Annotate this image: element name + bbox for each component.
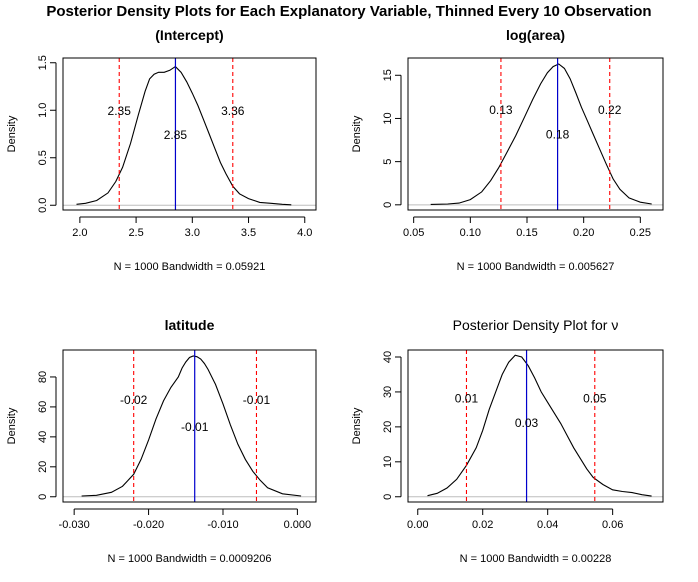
- x-tick-label: 0.04: [537, 519, 558, 531]
- density-panel-3: latitude -0.02 -0.01 -0.01 -0.030 -0.020 -0.01…: [6, 317, 317, 565]
- x-tick-label: 0.02: [472, 519, 493, 531]
- annotation-label: 2.35: [108, 104, 132, 118]
- density-curve: [81, 355, 302, 497]
- y-axis-label: Density: [351, 115, 363, 152]
- figure-main-title: Posterior Density Plots for Each Explana…: [46, 3, 651, 20]
- annotation-label: 0.13: [489, 103, 513, 117]
- annotation-label: -0.02: [120, 393, 148, 407]
- y-tick-label: 80: [37, 371, 49, 383]
- x-tick-label: 3.0: [185, 227, 200, 239]
- x-tick-label: -0.030: [59, 519, 90, 531]
- density-panel-4: Posterior Density Plot for ν 0.01 0.03 0.05…: [351, 317, 664, 565]
- y-tick-label: 0.5: [37, 150, 49, 165]
- x-axis-label: N = 1000 Bandwidth = 0.05921: [114, 261, 266, 273]
- panel-title: Posterior Density Plot for ν: [453, 317, 619, 333]
- panel-title: (Intercept): [155, 27, 223, 43]
- y-tick-label: 10: [382, 456, 394, 468]
- annotation-label: 0.01: [455, 391, 479, 405]
- x-axis-label: N = 1000 Bandwidth = 0.0009206: [108, 553, 272, 565]
- y-tick-label: 1.0: [37, 103, 49, 118]
- annotation-label: 0.22: [598, 103, 622, 117]
- x-tick-label: 0.00: [407, 519, 428, 531]
- density-curve: [427, 354, 652, 497]
- x-tick-label: 0.20: [573, 227, 594, 239]
- x-axis-label: N = 1000 Bandwidth = 0.00228: [460, 553, 612, 565]
- x-tick-label: 2.5: [128, 227, 143, 239]
- y-tick-label: 1.5: [37, 55, 49, 70]
- plot-frame: [62, 57, 317, 211]
- plot-frame: [407, 57, 664, 211]
- panel-title: log(area): [506, 27, 565, 43]
- annotation-label: 0.18: [546, 127, 570, 141]
- y-tick-label: 20: [37, 461, 49, 473]
- x-tick-label: 3.5: [241, 227, 256, 239]
- y-axis-label: Density: [6, 115, 18, 152]
- annotation-label: -0.01: [243, 393, 271, 407]
- x-tick-label: 0.10: [460, 227, 481, 239]
- y-tick-label: 0: [382, 494, 394, 500]
- density-panel-2: log(area) 0.13 0.18 0.22 0.05 0.10 0.15 0.20 0.2…: [351, 27, 664, 273]
- y-axis-label: Density: [6, 407, 18, 444]
- y-tick-label: 0.0: [37, 198, 49, 213]
- y-tick-label: 20: [382, 421, 394, 433]
- y-tick-label: 0: [382, 202, 394, 208]
- x-tick-label: -0.010: [207, 519, 238, 531]
- annotation-label: 0.03: [515, 416, 539, 430]
- plot-frame: [407, 349, 664, 503]
- panel-title: latitude: [165, 317, 215, 333]
- y-tick-label: 40: [37, 431, 49, 443]
- x-axis-label: N = 1000 Bandwidth = 0.005627: [457, 261, 615, 273]
- annotation-label: 0.05: [583, 391, 607, 405]
- density-panel-1: (Intercept) 2.35 2.85 3.36 2.0 2.5 3.0 3.5 4.0 N …: [6, 27, 317, 273]
- x-tick-label: 4.0: [297, 227, 312, 239]
- plot-frame: [62, 349, 317, 503]
- y-tick-label: 60: [37, 401, 49, 413]
- x-tick-label: 0.06: [602, 519, 623, 531]
- x-tick-label: -0.020: [133, 519, 164, 531]
- x-tick-label: 2.0: [72, 227, 87, 239]
- y-axis-label: Density: [351, 407, 363, 444]
- x-tick-label: 0.05: [403, 227, 424, 239]
- panels-group: (Intercept) 2.35 2.85 3.36 2.0 2.5 3.0 3.5 4.0 N …: [6, 27, 664, 565]
- annotation-label: 3.36: [221, 104, 245, 118]
- x-tick-label: 0.15: [516, 227, 537, 239]
- y-tick-label: 5: [382, 159, 394, 165]
- y-tick-label: 15: [382, 69, 394, 81]
- y-tick-label: 30: [382, 386, 394, 398]
- x-tick-label: 0.25: [630, 227, 651, 239]
- density-curve: [76, 65, 292, 206]
- x-tick-label: 0.000: [284, 519, 312, 531]
- annotation-label: -0.01: [181, 420, 209, 434]
- annotation-label: 2.85: [164, 128, 188, 142]
- y-tick-label: 0: [37, 494, 49, 500]
- y-tick-label: 10: [382, 112, 394, 124]
- y-tick-label: 40: [382, 351, 394, 363]
